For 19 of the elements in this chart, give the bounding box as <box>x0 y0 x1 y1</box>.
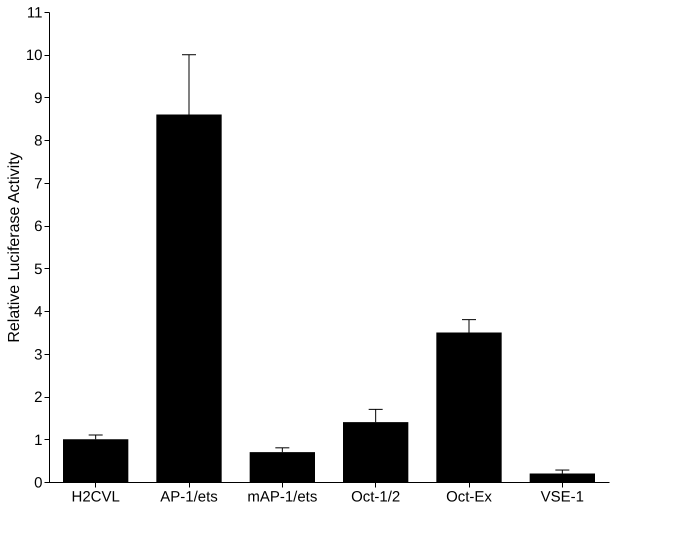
y-tick-label: 8 <box>34 132 42 150</box>
x-tick-label: Oct-Ex <box>446 488 492 506</box>
y-axis-title: Relative Luciferase Activity <box>6 152 23 343</box>
y-tick-label: 1 <box>34 432 42 449</box>
y-tick-label: 11 <box>26 4 42 22</box>
y-tick-label: 10 <box>26 47 42 64</box>
y-tick-label: 7 <box>34 175 42 192</box>
x-tick-label: H2CVL <box>71 488 120 506</box>
y-tick-label: 0 <box>34 474 42 492</box>
y-tick-label: 5 <box>34 260 42 278</box>
x-tick-label: AP-1/ets <box>160 488 218 506</box>
y-tick-label: 4 <box>34 304 42 321</box>
x-tick-label: VSE-1 <box>540 488 584 506</box>
y-tick-label: 3 <box>34 346 42 364</box>
y-tick-label: 6 <box>34 218 42 236</box>
y-tick-label: 9 <box>34 90 42 107</box>
y-tick-label: 2 <box>34 389 42 406</box>
x-tick-label: mAP-1/ets <box>247 488 318 506</box>
x-tick-label: Oct-1/2 <box>351 488 400 506</box>
